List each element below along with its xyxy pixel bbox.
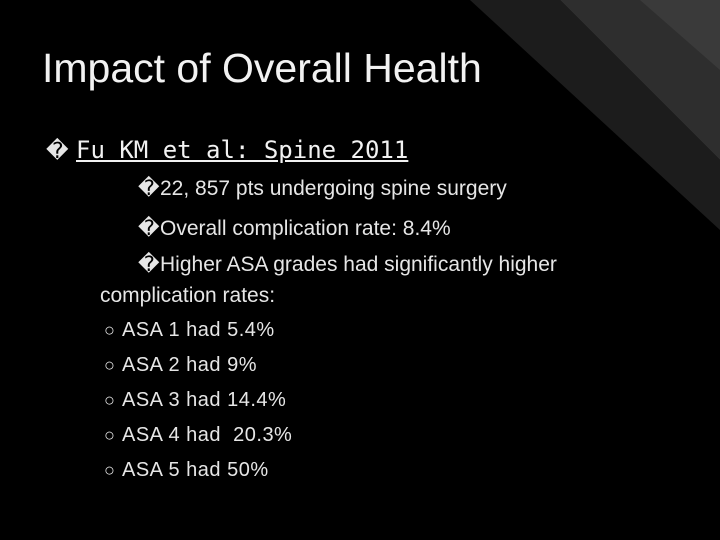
slide-title: Impact of Overall Health <box>42 45 482 91</box>
bullet-text: 22, 857 pts undergoing spine surgery <box>160 177 507 200</box>
bullet: � <box>138 217 160 240</box>
bullet: � <box>138 253 160 276</box>
heading-bullet-text: Fu KM et al: Spine 2011 <box>76 136 409 164</box>
corner-shape <box>470 0 720 230</box>
bullet-text: Higher ASA grades had significantly high… <box>160 253 557 276</box>
bullet-text: Overall complication rate: 8.4% <box>160 217 451 240</box>
bullet-text: ASA 4 had 20.3% <box>122 424 293 446</box>
bullet: ○ <box>104 390 115 410</box>
bullet-text: ASA 2 had 9% <box>122 354 257 376</box>
corner-shape <box>640 0 720 70</box>
bullet: ○ <box>104 460 115 480</box>
bullet: ○ <box>104 320 115 340</box>
bullet-text: complication rates: <box>100 284 276 307</box>
bullet: ○ <box>104 425 115 445</box>
bullet-text: ASA 3 had 14.4% <box>122 389 287 411</box>
bullet-text: ASA 1 had 5.4% <box>122 319 275 341</box>
bullet: � <box>138 177 160 200</box>
bullet-text: ASA 5 had 50% <box>122 459 269 481</box>
bullet: � <box>46 138 69 163</box>
bullet: ○ <box>104 355 115 375</box>
